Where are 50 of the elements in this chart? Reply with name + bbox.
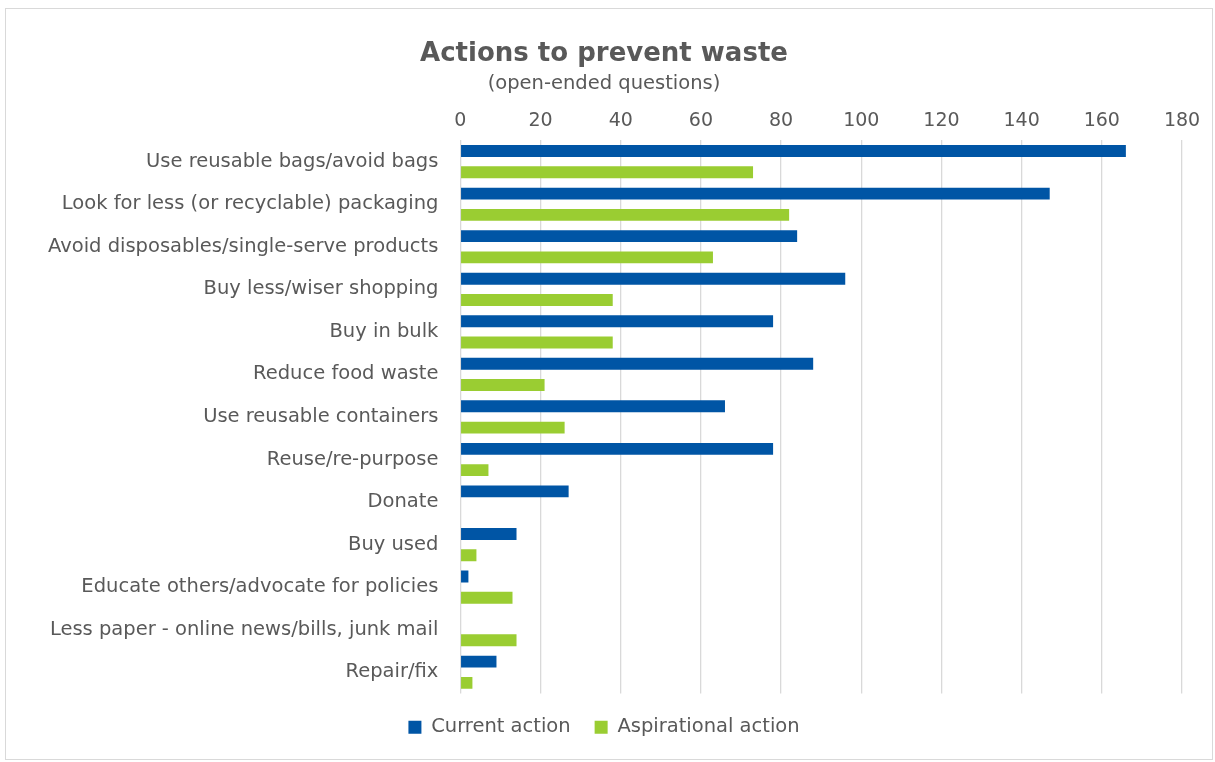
bar	[461, 464, 489, 477]
y-tick-label: Reduce food waste	[253, 361, 439, 385]
bar	[461, 357, 814, 370]
bar	[461, 379, 545, 391]
y-tick-label: Use reusable containers	[203, 404, 439, 428]
y-tick-label: Repair/fix	[345, 659, 439, 683]
bar	[461, 591, 513, 604]
x-tick-label: 60	[688, 107, 714, 130]
x-tick-label: 160	[1083, 107, 1120, 130]
legend-label: Aspirational action	[617, 714, 800, 738]
chart-subtitle: (open-ended questions)	[487, 70, 721, 94]
bar	[461, 336, 613, 349]
x-tick-label: 40	[608, 107, 633, 130]
x-tick-label: 80	[769, 107, 794, 130]
chart-title: Actions to prevent waste	[420, 37, 788, 68]
bar	[461, 549, 477, 562]
bar	[461, 315, 774, 328]
y-tick-label: Buy used	[348, 531, 439, 555]
bar	[461, 485, 569, 498]
bar	[461, 655, 497, 668]
x-tick-label: 120	[923, 107, 960, 130]
y-tick-label: Reuse/re-purpose	[266, 446, 439, 470]
bar	[461, 187, 1050, 200]
x-tick-label: 180	[1163, 107, 1201, 130]
bar	[461, 272, 846, 285]
y-tick-label: Educate others/advocate for policies	[81, 574, 439, 598]
bar	[461, 421, 565, 434]
y-tick-label: Donate	[367, 489, 439, 513]
y-tick-label: Avoid disposables/single-serve products	[48, 233, 439, 257]
y-tick-label: Look for less (or recyclable) packaging	[61, 191, 439, 215]
x-tick-label: 20	[528, 107, 553, 130]
bar	[461, 442, 774, 455]
x-tick-label: 0	[454, 107, 467, 130]
bar	[461, 676, 473, 689]
bar	[461, 230, 798, 243]
bar	[461, 166, 754, 179]
bar	[461, 634, 517, 647]
y-tick-label: Buy in bulk	[329, 318, 440, 342]
legend-label: Current action	[431, 714, 571, 738]
x-tick-label: 140	[1003, 107, 1040, 130]
y-tick-label: Buy less/wiser shopping	[203, 276, 439, 300]
x-tick-label: 100	[843, 107, 880, 130]
y-tick-label: Less paper - online news/bills, junk mail	[49, 616, 439, 640]
bar	[461, 528, 517, 540]
y-tick-label: Use reusable bags/avoid bags	[146, 148, 439, 172]
bar	[461, 208, 790, 221]
bar	[461, 400, 725, 413]
bar	[461, 251, 713, 264]
bar	[461, 293, 613, 306]
bar	[461, 145, 1126, 157]
